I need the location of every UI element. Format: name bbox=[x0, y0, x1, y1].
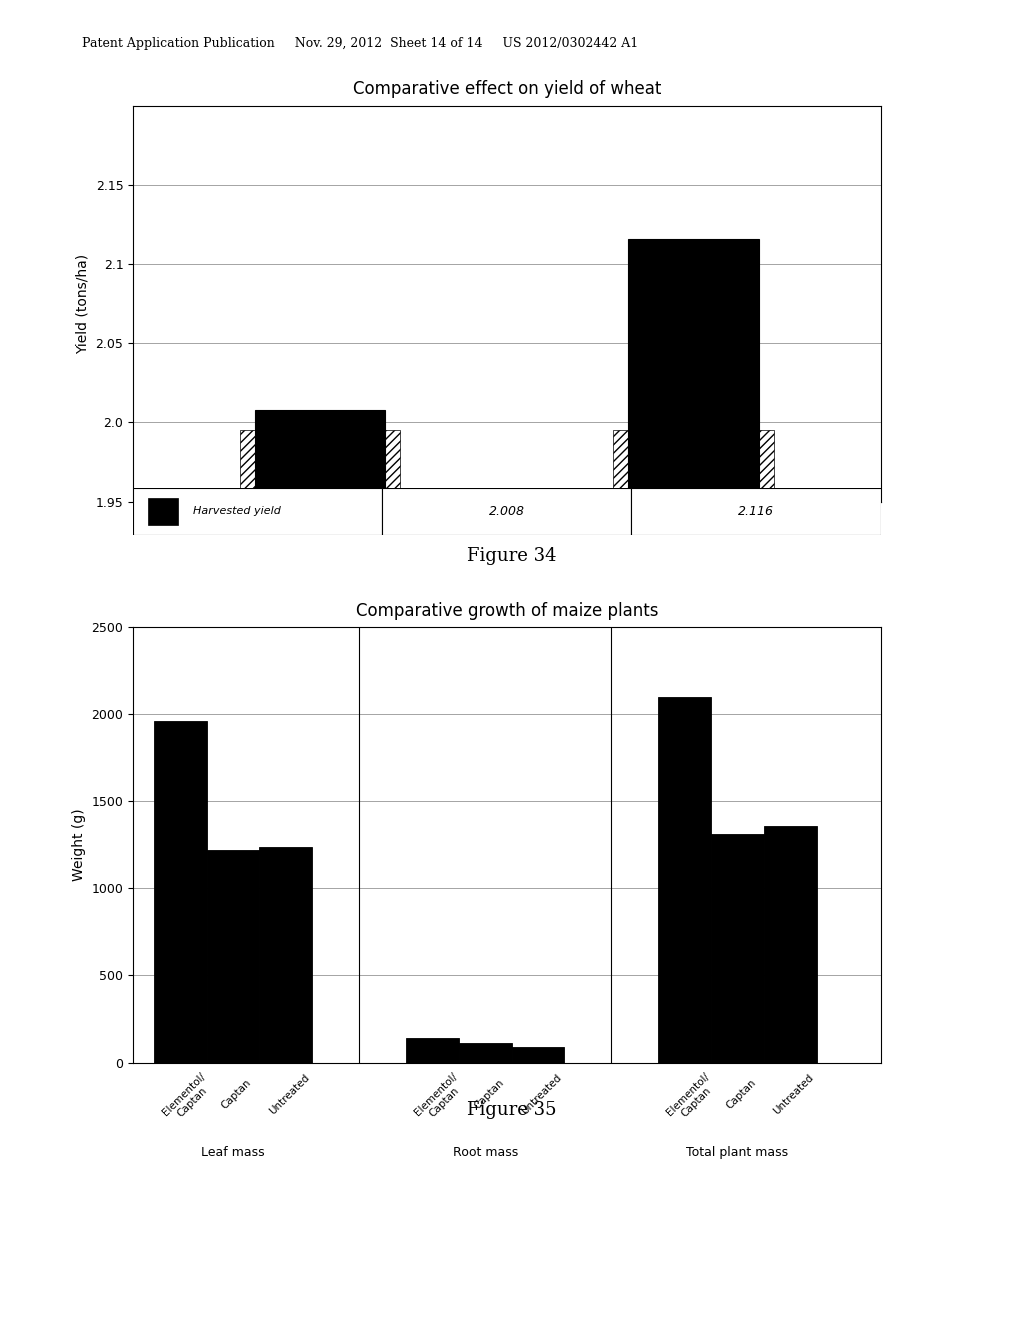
Text: Elementol/
Captan: Elementol/ Captan bbox=[665, 1071, 720, 1126]
Bar bbox=[207, 850, 259, 1063]
Text: Root mass: Root mass bbox=[453, 1146, 518, 1159]
Text: Elementol/
Captan: Elementol/ Captan bbox=[413, 1071, 468, 1126]
Bar bbox=[154, 721, 207, 1063]
Text: Untreated: Untreated bbox=[267, 1072, 311, 1115]
Text: Captan: Captan bbox=[724, 1077, 758, 1111]
Bar bbox=[712, 834, 764, 1063]
Text: Harvested yield: Harvested yield bbox=[193, 507, 281, 516]
Bar bbox=[764, 825, 816, 1063]
Text: Figure 35: Figure 35 bbox=[467, 1101, 557, 1119]
Text: Figure 34: Figure 34 bbox=[467, 546, 557, 565]
Bar bbox=[148, 498, 178, 525]
Text: Captan: Captan bbox=[472, 1077, 506, 1111]
Text: Captan: Captan bbox=[220, 1077, 253, 1111]
Y-axis label: Weight (g): Weight (g) bbox=[72, 808, 86, 882]
Title: Comparative effect on yield of wheat: Comparative effect on yield of wheat bbox=[352, 81, 662, 99]
Bar bbox=[407, 1039, 459, 1063]
Bar bbox=[240, 430, 400, 502]
Bar bbox=[629, 239, 759, 1320]
Y-axis label: Yield (tons/ha): Yield (tons/ha) bbox=[76, 253, 90, 354]
Text: Untreated: Untreated bbox=[772, 1072, 816, 1115]
Text: Total plant mass: Total plant mass bbox=[686, 1146, 788, 1159]
Text: Untreated: Untreated bbox=[519, 1072, 563, 1115]
Bar bbox=[658, 697, 712, 1063]
Text: Elementol/
Captan: Elementol/ Captan bbox=[161, 1071, 215, 1126]
Bar bbox=[632, 488, 881, 535]
Bar bbox=[133, 488, 382, 535]
Text: Leaf mass: Leaf mass bbox=[201, 1146, 265, 1159]
Bar bbox=[259, 846, 312, 1063]
Text: 2.116: 2.116 bbox=[738, 506, 774, 517]
Text: Patent Application Publication     Nov. 29, 2012  Sheet 14 of 14     US 2012/030: Patent Application Publication Nov. 29, … bbox=[82, 37, 638, 50]
Bar bbox=[459, 1043, 512, 1063]
Title: Comparative growth of maize plants: Comparative growth of maize plants bbox=[355, 602, 658, 620]
Text: 2.008: 2.008 bbox=[488, 506, 525, 517]
Text: Fertilized control: Fertilized control bbox=[267, 510, 373, 523]
Bar bbox=[613, 430, 774, 502]
Bar bbox=[255, 409, 385, 1320]
Bar bbox=[382, 488, 632, 535]
Text: Elementol R: Elementol R bbox=[656, 510, 731, 523]
Bar bbox=[512, 1047, 564, 1063]
